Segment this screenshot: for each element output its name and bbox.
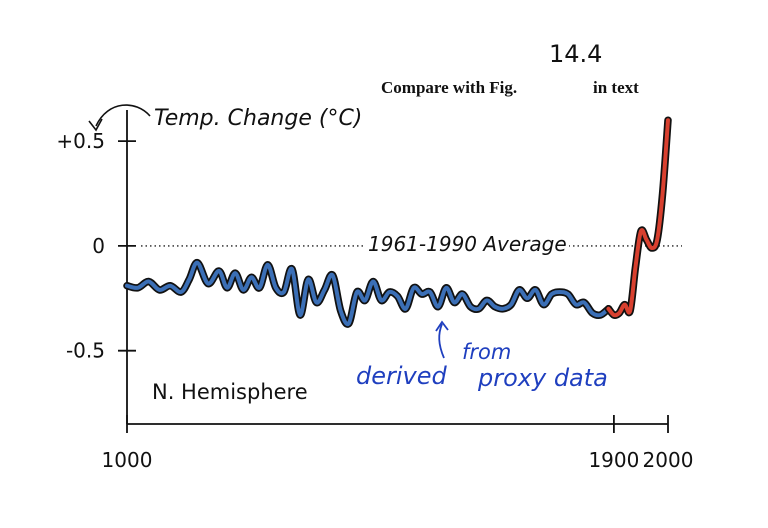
data-point — [551, 293, 553, 295]
data-point — [250, 276, 252, 278]
data-point — [364, 299, 366, 301]
data-point — [258, 287, 261, 289]
data-point — [640, 230, 642, 232]
data-point — [645, 239, 648, 241]
series-line — [125, 260, 611, 327]
data-point — [651, 247, 653, 249]
data-point — [396, 295, 399, 297]
data-point — [348, 322, 350, 324]
data-point — [502, 308, 504, 310]
proxy-note-line3: proxy data — [478, 364, 608, 392]
data-point — [437, 306, 439, 308]
data-point — [307, 278, 309, 280]
data-point — [461, 293, 463, 295]
data-point — [445, 287, 447, 289]
region-label: N. Hemisphere — [152, 380, 308, 404]
y-tick-label: -0.5 — [66, 339, 105, 363]
data-point — [478, 308, 480, 310]
data-point — [180, 291, 182, 293]
data-point — [634, 266, 637, 268]
data-point — [137, 287, 139, 289]
data-point — [662, 192, 664, 195]
curved-arrow-icon — [88, 104, 151, 132]
data-point — [299, 314, 301, 316]
data-point — [169, 285, 171, 287]
data-point — [618, 312, 620, 314]
data-point — [413, 287, 415, 289]
data-point — [242, 289, 244, 291]
data-point — [575, 304, 577, 306]
data-point — [188, 278, 190, 280]
data-point — [380, 299, 382, 301]
data-point — [196, 262, 198, 264]
data-point — [207, 283, 209, 285]
data-point — [405, 308, 407, 310]
data-point — [275, 287, 277, 289]
data-point — [332, 274, 334, 276]
data-point — [667, 119, 669, 121]
x-tick-label: 1000 — [102, 448, 153, 472]
chart-series — [123, 116, 672, 328]
chart-axes — [118, 110, 669, 433]
data-point — [543, 304, 545, 306]
data-point — [607, 308, 610, 310]
proxy-note-line2: from — [462, 340, 512, 364]
data-point — [283, 291, 285, 293]
compare-prefix: Compare with Fig. — [381, 78, 518, 97]
data-point — [583, 301, 585, 304]
data-point — [534, 289, 537, 291]
data-point — [356, 291, 358, 293]
data-point — [559, 291, 561, 293]
data-point — [340, 310, 342, 312]
data-point — [429, 291, 431, 293]
data-point — [510, 304, 512, 306]
data-point — [372, 280, 374, 283]
series-line — [606, 118, 670, 318]
y-tick-label: +0.5 — [56, 129, 105, 153]
data-point — [148, 280, 150, 283]
figure-number: 14.4 — [549, 40, 603, 68]
data-point — [526, 297, 528, 299]
data-point — [494, 306, 496, 308]
data-point — [613, 314, 615, 316]
reference-line-label: 1961-1990 Average — [366, 232, 569, 256]
data-point — [226, 287, 228, 289]
data-point — [567, 293, 569, 295]
y-tick-label: 0 — [92, 234, 105, 258]
x-tick-label: 2000 — [643, 448, 694, 472]
data-point — [291, 268, 293, 270]
proxy-note-line1: derived — [356, 362, 447, 390]
data-point — [453, 301, 455, 304]
data-point — [629, 310, 631, 312]
tick-labels: +0.5 0 -0.5 1000 1900 2000 — [56, 129, 693, 472]
data-point — [656, 239, 658, 241]
up-arrow-icon — [435, 320, 449, 359]
data-point — [388, 291, 390, 293]
data-point — [234, 272, 236, 274]
data-point — [267, 264, 269, 266]
data-point — [518, 289, 520, 291]
x-tick-label: 1900 — [588, 448, 639, 472]
data-point — [323, 289, 326, 291]
data-point — [218, 270, 220, 272]
compare-suffix: in text — [593, 78, 639, 97]
data-point — [624, 304, 626, 306]
data-point — [469, 306, 472, 308]
data-point — [591, 312, 593, 314]
data-point — [126, 285, 128, 287]
data-point — [486, 299, 488, 301]
data-point — [158, 289, 161, 291]
data-point — [421, 293, 423, 295]
data-point — [315, 301, 317, 304]
y-axis-label: Temp. Change (°C) — [154, 106, 363, 131]
data-point — [599, 314, 602, 316]
